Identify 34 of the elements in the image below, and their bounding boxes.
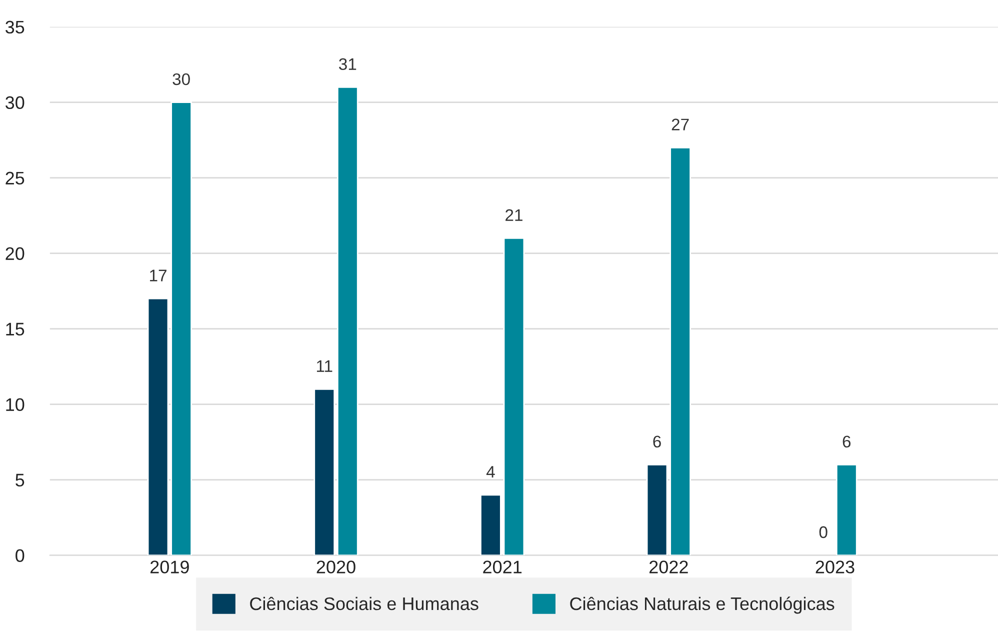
data-label: 0 [819, 526, 828, 538]
legend-label: Ciências Naturais e Tecnológicas [570, 596, 834, 614]
x-tick-label: 2020 [316, 560, 356, 574]
bar [336, 86, 358, 556]
x-tick-label: 2019 [150, 560, 189, 574]
data-label: 31 [339, 58, 356, 70]
bar [646, 464, 668, 556]
y-tick-label: 25 [6, 172, 24, 185]
x-tick-label: 2022 [649, 560, 688, 574]
data-label: 27 [672, 118, 689, 130]
data-label: 30 [172, 73, 190, 86]
data-label: 11 [316, 360, 332, 372]
data-label: 4 [486, 466, 495, 478]
data-label: 6 [653, 436, 661, 448]
bar [314, 388, 336, 556]
bar [147, 298, 169, 556]
y-tick-label: 20 [6, 247, 24, 260]
bar [836, 464, 858, 556]
y-tick-label: 15 [6, 322, 24, 336]
legend-label: Ciências Sociais e Humanas [250, 596, 478, 610]
y-tick-label: 30 [6, 96, 24, 110]
bar [170, 102, 192, 556]
data-label: 6 [842, 436, 851, 448]
bar [480, 494, 502, 556]
x-tick-label: 2021 [483, 560, 522, 574]
y-tick-label: 35 [6, 20, 24, 34]
y-tick-label: 10 [6, 398, 24, 412]
data-label: 21 [506, 209, 522, 221]
bar [503, 238, 525, 556]
y-tick-label: 0 [16, 549, 24, 562]
bar [670, 146, 691, 556]
y-tick-label: 5 [16, 474, 24, 487]
x-tick-label: 2023 [816, 560, 854, 574]
data-label: 17 [150, 270, 166, 282]
